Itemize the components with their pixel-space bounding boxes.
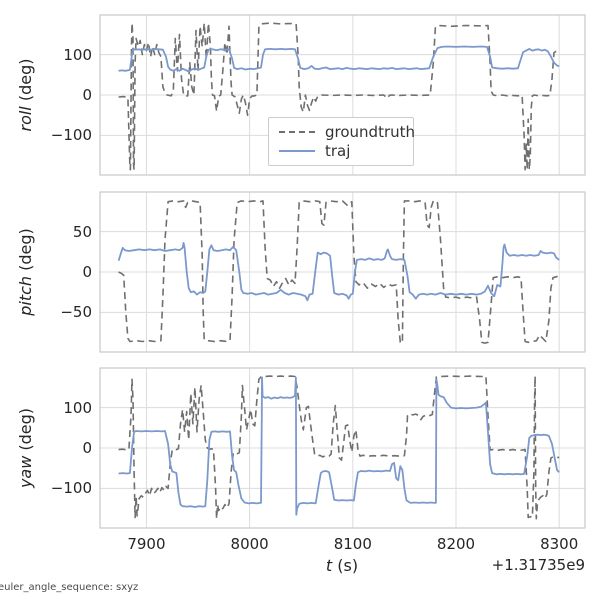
pitch-ylabel: pitch (deg)	[16, 228, 35, 316]
yaw-y-tick-label: 0	[82, 439, 92, 457]
euler-sequence-footnote: euler_angle_sequence: sxyz	[0, 582, 139, 593]
x-axis-label: t (s)	[325, 556, 359, 575]
roll-y-tick-label: 100	[63, 45, 92, 64]
roll-traj-line	[118, 45, 560, 73]
yaw-axes-border	[99, 367, 586, 529]
x-tick-label: 8200	[436, 535, 476, 553]
yaw-ylabel: yaw (deg)	[16, 407, 35, 489]
x-tick-label: 7900	[127, 535, 166, 553]
pitch-y-tick-label: −50	[60, 303, 92, 322]
legend-label: groundtruth	[325, 123, 416, 142]
yaw-y-tick-label: 100	[63, 398, 92, 417]
x-tick-label: 8000	[230, 535, 269, 553]
x-tick-label: 8100	[333, 535, 372, 553]
legend-entry-groundtruth: groundtruth	[279, 123, 415, 142]
pitch-y-tick-label: 0	[82, 263, 92, 281]
roll-y-tick-label: −100	[50, 126, 92, 145]
pitch-traj-line	[117, 242, 560, 302]
groundtruth-line-sample	[279, 131, 315, 134]
roll-groundtruth-line	[118, 22, 560, 171]
yaw-traj-line	[118, 376, 560, 516]
pitch-y-tick-label: 50	[72, 222, 92, 241]
legend-entry-traj: traj	[279, 142, 403, 161]
x-tick-label: 8300	[540, 535, 579, 553]
roll-ylabel: roll (deg)	[16, 58, 35, 132]
roll-y-tick-label: 0	[82, 86, 92, 104]
yaw-y-tick-label: −100	[50, 479, 92, 498]
pitch-groundtruth-line	[118, 200, 560, 344]
legend-label: traj	[325, 141, 351, 160]
x-axis-offset-text: +1.31735e9	[491, 556, 585, 574]
legend: groundtruth traj	[268, 117, 415, 166]
roll-axes-border	[99, 14, 586, 176]
pitch-axes-border	[99, 191, 586, 353]
yaw-groundtruth-line	[118, 375, 560, 520]
traj-line-sample	[279, 149, 315, 152]
